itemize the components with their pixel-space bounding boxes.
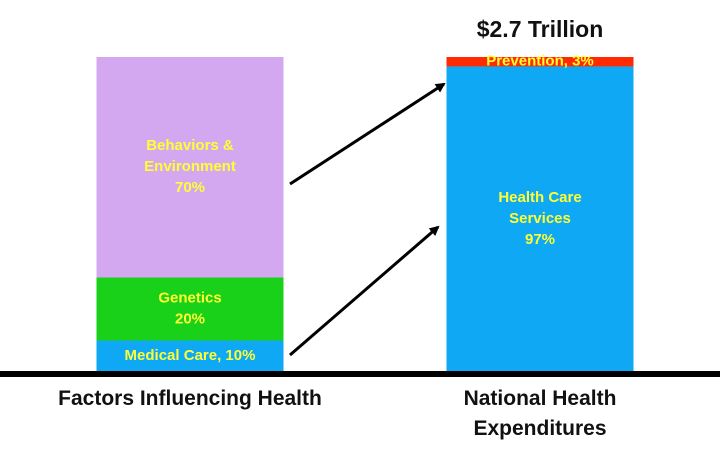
segment-label: Medical Care, 10%: [125, 347, 256, 364]
segment-label: 70%: [175, 179, 205, 196]
segment-label: Services: [509, 210, 571, 227]
category-label: Factors Influencing Health: [58, 387, 322, 410]
segment-label: Prevention, 3%: [486, 53, 594, 70]
segment-label: 20%: [175, 310, 205, 327]
arrow: [289, 82, 446, 186]
segment-label: Environment: [144, 158, 236, 175]
bar-segment: [96, 57, 284, 278]
arrow: [289, 225, 440, 357]
bar-segment: [96, 277, 284, 341]
baseline: [0, 371, 720, 377]
bar-segment: [446, 57, 634, 67]
bar-segment: [96, 340, 284, 372]
segment-label: Health Care: [498, 189, 581, 206]
segment-label: Behaviors &: [146, 137, 234, 154]
segment-label: 97%: [525, 231, 555, 248]
chart-title: $2.7 Trillion: [477, 16, 604, 42]
category-label: National Health Expenditures: [463, 387, 617, 440]
segment-label: Genetics: [158, 289, 221, 306]
bar-segment: [446, 66, 634, 372]
